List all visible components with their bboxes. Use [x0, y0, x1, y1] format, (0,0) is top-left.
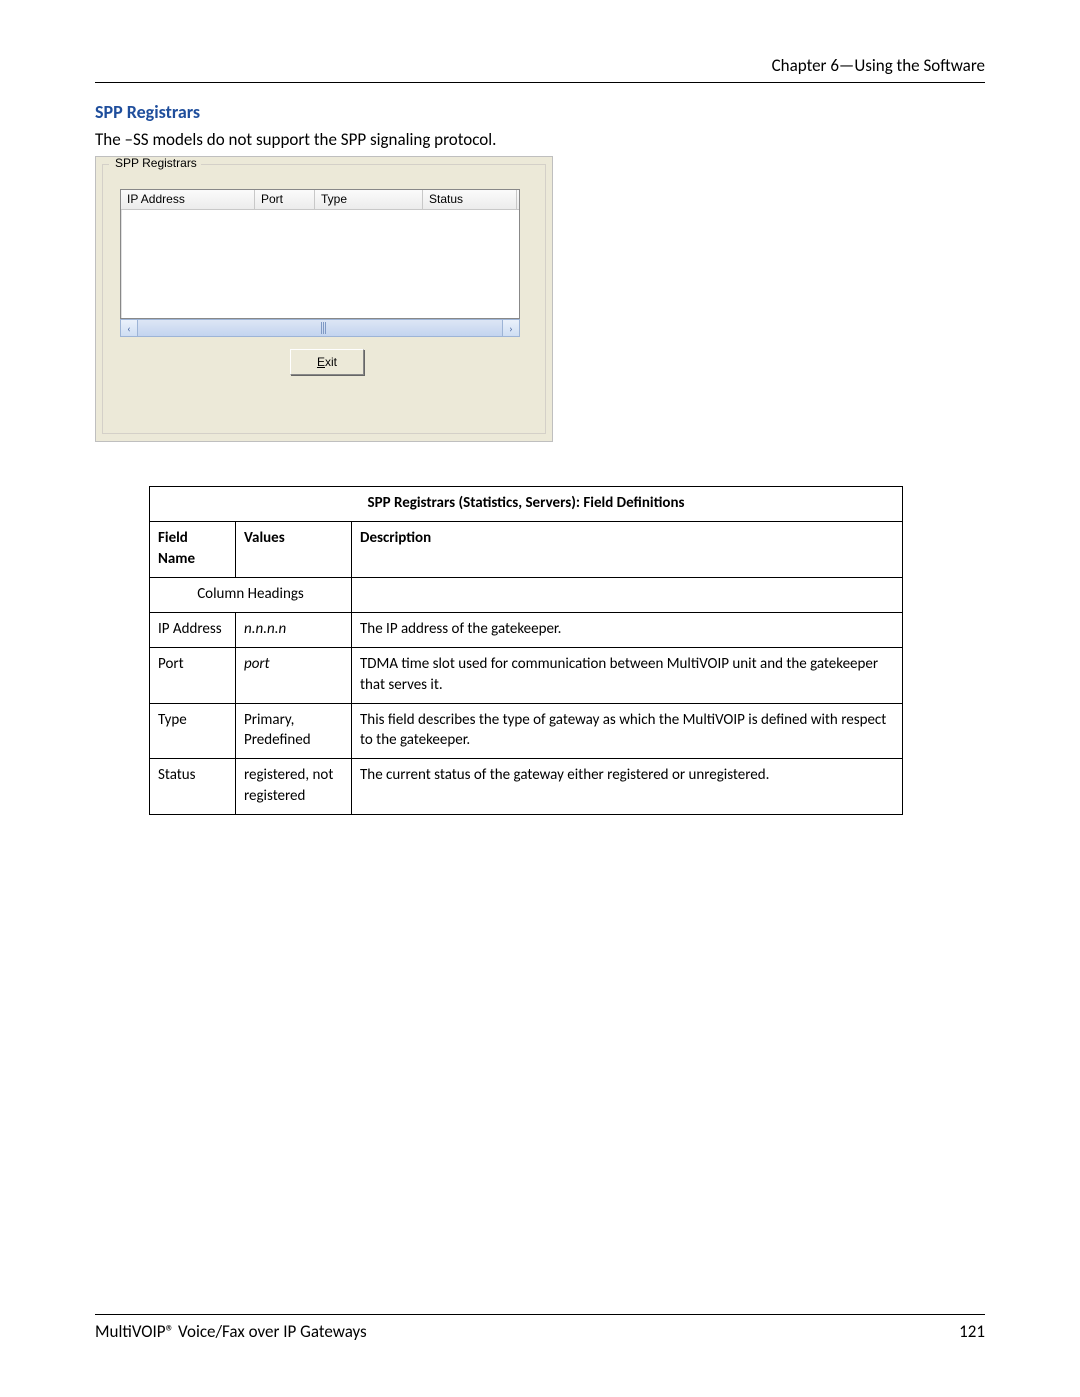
col-ip-address[interactable]: IP Address [121, 190, 255, 209]
table-row: Type Primary, Predefined This field desc… [150, 703, 903, 759]
cell-field: Status [150, 759, 236, 815]
listview[interactable]: IP Address Port Type Status [120, 189, 520, 319]
listview-header: IP Address Port Type Status [121, 190, 519, 210]
cell-field: Type [150, 703, 236, 759]
cell-field: Port [150, 648, 236, 704]
footer-title: MultiVOIP® Voice/Fax over IP Gateways [95, 1321, 367, 1342]
hdr-description: Description [352, 522, 903, 578]
scroll-right-arrow-icon[interactable]: › [502, 319, 520, 337]
field-definitions-table: SPP Registrars (Statistics, Servers): Fi… [149, 486, 903, 815]
table-title: SPP Registrars (Statistics, Servers): Fi… [150, 487, 903, 522]
section-title: SPP Registrars [95, 101, 985, 123]
cell-field: IP Address [150, 613, 236, 648]
hdr-values: Values [236, 522, 352, 578]
groupbox-label: SPP Registrars [113, 156, 199, 170]
page-footer: MultiVOIP® Voice/Fax over IP Gateways 12… [95, 1314, 985, 1342]
col-port[interactable]: Port [255, 190, 315, 209]
cell-desc: TDMA time slot used for communication be… [352, 648, 903, 704]
page-number: 121 [959, 1321, 985, 1342]
cell-desc: This field describes the type of gateway… [352, 703, 903, 759]
cell-values: port [236, 648, 352, 704]
cell-desc: The IP address of the gatekeeper. [352, 613, 903, 648]
cell-desc: The current status of the gateway either… [352, 759, 903, 815]
col-status[interactable]: Status [423, 190, 517, 209]
table-title-row: SPP Registrars (Statistics, Servers): Fi… [150, 487, 903, 522]
exit-accelerator: E [317, 355, 325, 369]
chapter-header: Chapter 6—Using the Software [95, 55, 985, 83]
horizontal-scrollbar[interactable]: ‹ › [120, 319, 520, 337]
cell-values: registered, not registered [236, 759, 352, 815]
col-type[interactable]: Type [315, 190, 423, 209]
exit-label-rest: xit [325, 355, 337, 369]
table-row: Status registered, not registered The cu… [150, 759, 903, 815]
scroll-thumb[interactable] [321, 322, 327, 334]
table-row: Column Headings [150, 577, 903, 612]
intro-text: The –SS models do not support the SPP si… [95, 129, 985, 150]
hdr-field-name: Field Name [150, 522, 236, 578]
table-row: Port port TDMA time slot used for commun… [150, 648, 903, 704]
table-row: IP Address n.n.n.n The IP address of the… [150, 613, 903, 648]
column-headings-label: Column Headings [150, 577, 352, 612]
cell-values: n.n.n.n [236, 613, 352, 648]
spp-registrars-screenshot: SPP Registrars IP Address Port Type Stat… [95, 156, 553, 442]
scroll-left-arrow-icon[interactable]: ‹ [120, 319, 138, 337]
exit-button[interactable]: Exit [290, 349, 364, 375]
table-header-row: Field Name Values Description [150, 522, 903, 578]
column-headings-desc [352, 577, 903, 612]
cell-values: Primary, Predefined [236, 703, 352, 759]
